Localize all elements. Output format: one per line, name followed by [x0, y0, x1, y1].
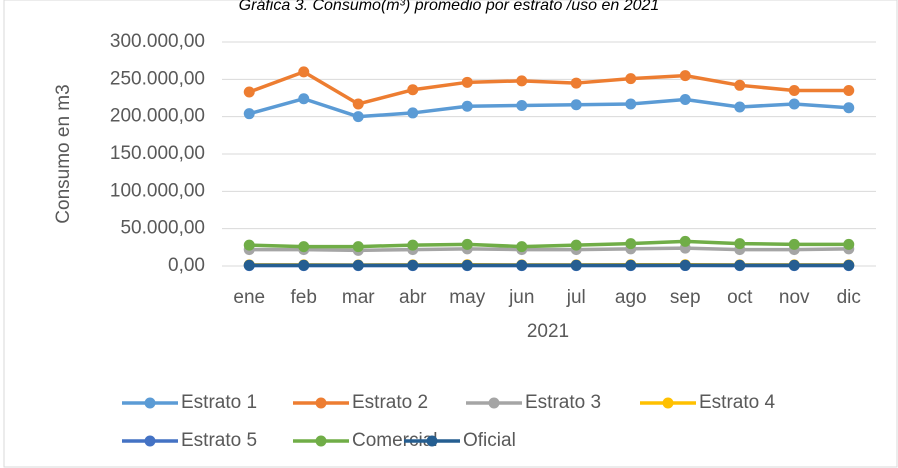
legend-label: Oficial	[463, 430, 516, 451]
point	[352, 111, 364, 123]
point	[843, 238, 855, 250]
y-tick-label: 150.000,00	[110, 143, 205, 164]
x-tick-label: mar	[342, 287, 375, 308]
point	[734, 101, 746, 113]
y-tick-label: 100.000,00	[110, 180, 205, 201]
series-line	[248, 96, 849, 119]
point	[243, 259, 255, 271]
point	[734, 79, 746, 91]
point	[352, 259, 364, 271]
point	[625, 98, 637, 110]
y-tick-label: 0,00	[168, 255, 205, 276]
point	[407, 84, 419, 96]
point	[461, 100, 473, 112]
point	[461, 238, 473, 250]
point	[298, 93, 310, 105]
x-tick-label: oct	[727, 287, 753, 308]
point	[516, 75, 528, 87]
legend-label: Estrato 4	[699, 392, 775, 413]
point	[570, 259, 582, 271]
legend-label: Estrato 2	[352, 392, 428, 413]
legend-marker	[662, 397, 674, 409]
legend-label: Estrato 5	[181, 430, 257, 451]
x-tick-label: nov	[779, 287, 810, 308]
point	[570, 239, 582, 251]
point	[461, 259, 473, 271]
point	[843, 259, 855, 271]
chart-frame	[3, 0, 898, 468]
x-tick-label: may	[449, 287, 485, 308]
x-tick-label: ago	[615, 287, 647, 308]
y-axis-label: Consumo en m3	[53, 84, 74, 223]
x-tick-label: jul	[566, 287, 586, 308]
point	[570, 99, 582, 111]
point	[298, 259, 310, 271]
legend-marker	[315, 435, 327, 447]
point	[516, 259, 528, 271]
legend-marker	[426, 435, 438, 447]
point	[407, 259, 419, 271]
point	[625, 73, 637, 85]
legend-marker	[315, 397, 327, 409]
point	[679, 259, 691, 271]
point	[843, 102, 855, 114]
x-tick-label: ene	[233, 287, 265, 308]
point	[788, 85, 800, 97]
point	[625, 238, 637, 250]
point	[570, 77, 582, 89]
point	[788, 98, 800, 110]
chart-title: Gráfica 3. Consumo(m³) promedio por estr…	[239, 0, 660, 14]
x-tick-label: dic	[837, 287, 861, 308]
legend-marker	[144, 397, 156, 409]
point	[788, 238, 800, 250]
series-line	[249, 246, 849, 253]
point	[243, 86, 255, 98]
point	[461, 76, 473, 88]
legend-label: Comercial	[352, 430, 438, 451]
point	[788, 259, 800, 271]
point	[352, 241, 364, 253]
x-tick-label: abr	[399, 287, 427, 308]
point	[243, 239, 255, 251]
x-tick-label: jun	[508, 287, 534, 308]
point	[843, 85, 855, 97]
legend-label: Estrato 1	[181, 392, 257, 413]
y-tick-label: 250.000,00	[110, 68, 205, 89]
y-tick-label: 200.000,00	[110, 106, 205, 127]
point	[516, 241, 528, 253]
point	[679, 93, 691, 105]
x-tick-label: sep	[670, 287, 701, 308]
point	[734, 259, 746, 271]
y-tick-label: 50.000,00	[120, 218, 205, 239]
x-axis-label: 2021	[527, 321, 569, 342]
point	[243, 108, 255, 120]
point	[298, 241, 310, 253]
point	[352, 98, 364, 110]
legend-marker	[488, 397, 500, 409]
point	[407, 107, 419, 119]
point	[298, 66, 310, 78]
legend-label: Estrato 3	[525, 392, 601, 413]
x-tick-label: feb	[291, 287, 317, 308]
point	[407, 239, 419, 251]
series-line	[249, 239, 849, 249]
point	[734, 238, 746, 250]
point	[625, 259, 637, 271]
series-line	[248, 70, 849, 106]
point	[679, 70, 691, 82]
legend-marker	[144, 435, 156, 447]
point	[679, 235, 691, 247]
y-tick-label: 300.000,00	[110, 31, 205, 52]
point	[516, 99, 528, 111]
